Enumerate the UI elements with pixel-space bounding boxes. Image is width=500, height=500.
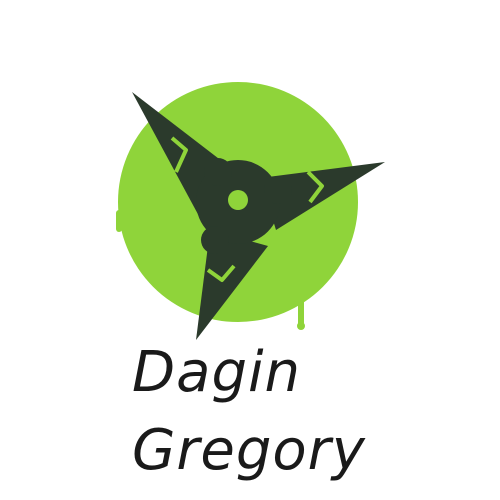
- blade-accents: [170, 136, 324, 282]
- name-first: Dagin: [132, 340, 302, 405]
- shuriken-icon: [116, 82, 385, 340]
- name-last: Gregory: [132, 418, 366, 483]
- center-hole: [228, 190, 248, 210]
- shuriken-star: [132, 92, 385, 340]
